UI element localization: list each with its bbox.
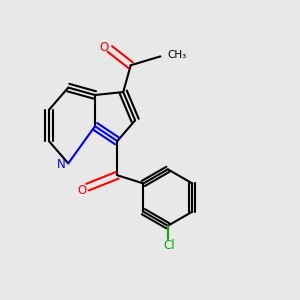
Text: O: O	[77, 184, 86, 196]
Text: O: O	[99, 41, 109, 54]
Text: N: N	[56, 158, 65, 171]
Text: CH₃: CH₃	[168, 50, 187, 60]
Text: Cl: Cl	[164, 238, 175, 252]
